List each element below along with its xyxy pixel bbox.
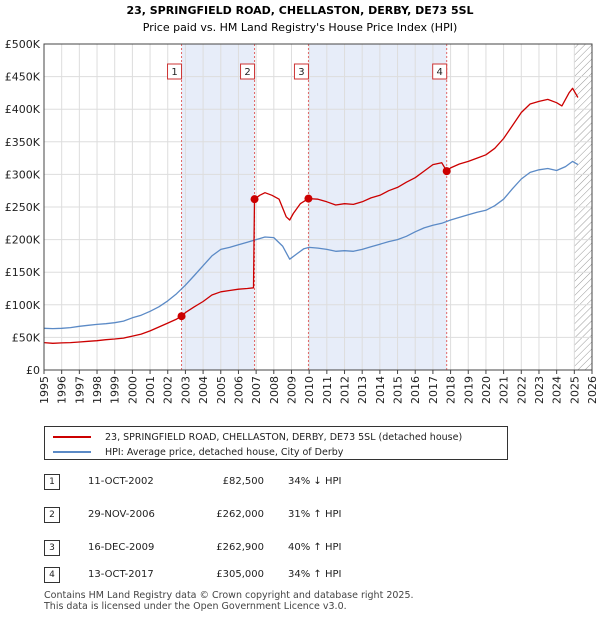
y-tick-label: £300K bbox=[5, 168, 41, 181]
x-tick-label: 2008 bbox=[268, 376, 281, 404]
x-tick-label: 2022 bbox=[515, 376, 528, 404]
x-tick-label: 2015 bbox=[392, 376, 405, 404]
sale-label-number: 3 bbox=[298, 67, 304, 78]
sale-number-badge: 4 bbox=[44, 567, 60, 583]
sale-date: 13-OCT-2017 bbox=[88, 569, 154, 580]
sale-point bbox=[304, 194, 313, 203]
sale-number-badge: 2 bbox=[44, 507, 60, 523]
legend-swatch-hpi bbox=[53, 451, 91, 453]
y-tick-label: £0 bbox=[26, 364, 40, 377]
x-tick-label: 2006 bbox=[232, 376, 245, 404]
sale-price: £82,500 bbox=[222, 476, 264, 487]
x-tick-label: 2011 bbox=[321, 376, 334, 404]
y-tick-label: £400K bbox=[5, 103, 41, 116]
table-row: 2 29-NOV-2006 £262,000 31% ↑ HPI bbox=[44, 507, 444, 525]
sale-point bbox=[250, 195, 259, 204]
sale-price: £305,000 bbox=[216, 569, 264, 580]
legend-label-property: 23, SPRINGFIELD ROAD, CHELLASTON, DERBY,… bbox=[105, 431, 463, 443]
sale-hpi-diff: 34% ↓ HPI bbox=[288, 476, 342, 487]
x-tick-label: 2013 bbox=[356, 376, 369, 404]
legend-item-property: 23, SPRINGFIELD ROAD, CHELLASTON, DERBY,… bbox=[53, 430, 462, 444]
sale-point bbox=[177, 312, 186, 321]
sale-number-badge: 1 bbox=[44, 474, 60, 490]
x-tick-label: 2004 bbox=[197, 376, 210, 404]
x-tick-label: 1998 bbox=[91, 376, 104, 404]
sale-hpi-diff: 34% ↑ HPI bbox=[288, 569, 342, 580]
x-tick-label: 2009 bbox=[285, 376, 298, 404]
hpi-line bbox=[43, 160, 579, 330]
y-tick-label: £250K bbox=[5, 201, 41, 214]
sale-label-box bbox=[293, 63, 309, 80]
x-tick-label: 2002 bbox=[162, 376, 175, 404]
y-tick-label: £50K bbox=[12, 331, 41, 344]
y-tick-label: £350K bbox=[5, 136, 41, 149]
x-tick-label: 2000 bbox=[126, 376, 139, 404]
sale-hpi-diff: 31% ↑ HPI bbox=[288, 509, 342, 520]
sale-label-box bbox=[240, 63, 256, 80]
y-tick-label: £100K bbox=[5, 299, 41, 312]
sale-date: 16-DEC-2009 bbox=[88, 542, 155, 553]
sale-label-number: 2 bbox=[244, 67, 250, 78]
footer-line-licence: This data is licensed under the Open Gov… bbox=[44, 601, 347, 612]
x-tick-label: 1995 bbox=[38, 376, 51, 404]
x-tick-label: 2024 bbox=[551, 376, 564, 404]
legend-item-hpi: HPI: Average price, detached house, City… bbox=[53, 445, 343, 459]
x-tick-label: 2014 bbox=[374, 376, 387, 404]
x-tick-label: 2016 bbox=[409, 376, 422, 404]
footer-line-copyright: Contains HM Land Registry data © Crown c… bbox=[44, 590, 414, 601]
x-tick-label: 1996 bbox=[56, 376, 69, 404]
x-tick-label: 2019 bbox=[462, 376, 475, 404]
x-tick-label: 2025 bbox=[568, 376, 581, 404]
table-row: 1 11-OCT-2002 £82,500 34% ↓ HPI bbox=[44, 474, 444, 492]
y-tick-label: £150K bbox=[5, 266, 41, 279]
plot-frame bbox=[43, 43, 593, 371]
sale-date: 29-NOV-2006 bbox=[88, 509, 155, 520]
x-tick-label: 2023 bbox=[533, 376, 546, 404]
sale-point bbox=[442, 167, 451, 176]
y-tick-label: £200K bbox=[5, 234, 41, 247]
y-tick-label: £500K bbox=[5, 38, 41, 51]
sale-date: 11-OCT-2002 bbox=[88, 476, 154, 487]
x-tick-label: 2017 bbox=[427, 376, 440, 404]
legend-label-hpi: HPI: Average price, detached house, City… bbox=[105, 446, 344, 458]
sale-price: £262,000 bbox=[216, 509, 264, 520]
x-tick-label: 2003 bbox=[179, 376, 192, 404]
x-tick-label: 2021 bbox=[498, 376, 511, 404]
sale-label-number: 1 bbox=[171, 67, 177, 78]
sale-label-box bbox=[432, 63, 448, 80]
table-row: 3 16-DEC-2009 £262,900 40% ↑ HPI bbox=[44, 540, 444, 558]
sale-label-number: 4 bbox=[437, 67, 443, 78]
legend-swatch-property bbox=[53, 436, 91, 438]
price-chart: 23, SPRINGFIELD ROAD, CHELLASTON, DERBY,… bbox=[5, 4, 599, 404]
x-tick-label: 1997 bbox=[73, 376, 86, 404]
sale-number-badge: 3 bbox=[44, 540, 60, 556]
sale-price: £262,900 bbox=[216, 542, 264, 553]
x-tick-label: 2001 bbox=[144, 376, 157, 404]
y-tick-label: £450K bbox=[5, 71, 41, 84]
x-tick-label: 2012 bbox=[339, 376, 352, 404]
x-tick-label: 2005 bbox=[215, 376, 228, 404]
x-tick-label: 2018 bbox=[445, 376, 458, 404]
x-tick-label: 1999 bbox=[109, 376, 122, 404]
property-price-line bbox=[43, 87, 579, 344]
x-tick-label: 2020 bbox=[480, 376, 493, 404]
x-tick-label: 2026 bbox=[586, 376, 599, 404]
x-tick-label: 2010 bbox=[303, 376, 316, 404]
chart-legend: 23, SPRINGFIELD ROAD, CHELLASTON, DERBY,… bbox=[44, 426, 508, 460]
x-tick-label: 2007 bbox=[250, 376, 263, 404]
sale-label-box bbox=[167, 63, 183, 80]
footer-attribution: Contains HM Land Registry data © Crown c… bbox=[44, 590, 414, 612]
sale-hpi-diff: 40% ↑ HPI bbox=[288, 542, 342, 553]
chart-subtitle: Price paid vs. HM Land Registry's House … bbox=[143, 21, 458, 34]
chart-title: 23, SPRINGFIELD ROAD, CHELLASTON, DERBY,… bbox=[126, 4, 473, 17]
table-row: 4 13-OCT-2017 £305,000 34% ↑ HPI bbox=[44, 567, 444, 585]
